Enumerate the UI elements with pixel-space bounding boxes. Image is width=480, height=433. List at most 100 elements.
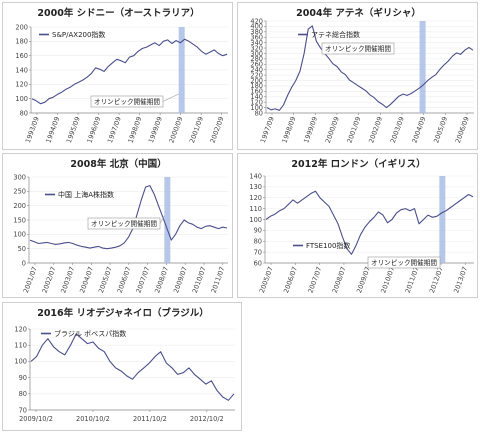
x-tick-label: 1999/09 [302,116,319,144]
y-tick-label: 110 [249,205,262,213]
y-tick-label: 80 [255,109,263,117]
legend-label: 中国 上海A株指数 [58,190,114,199]
series-line [29,185,228,250]
y-tick-label: 90 [254,227,262,235]
annotation-label: オリンピック開催期間 [371,258,437,267]
x-tick-label: 2009/07 [172,266,189,294]
legend-label: ブラジル ボベスパ指数 [54,329,126,338]
x-tick-label: 2003/07 [59,266,76,294]
x-tick-label: 1995/09 [65,116,82,144]
x-tick-label: 2011/07 [404,266,421,294]
chart-panel-athens: 2004年 アテネ（ギリシャ） 80 100 120 140 160 180 200 220 24… [237,2,478,150]
y-tick-label: 300 [13,173,26,181]
legend-label: アテネ総合指数 [311,30,360,39]
annotation-label: オリンピック開催期間 [94,97,160,106]
x-tick-label: 2005/09 [432,116,449,144]
series-line [265,190,474,255]
x-tick-label: 2010/07 [191,266,208,294]
y-tick-label: 360 [250,34,263,42]
y-tick-label: 110 [14,342,27,350]
x-tick-label: 2010/10/2 [76,415,110,423]
x-tick-label: 2011/07 [210,266,227,294]
y-tick-label: 140 [249,172,262,180]
annotation-label: オリンピック開催期間 [325,44,391,53]
y-tick-label: 70 [19,406,27,414]
series-line [266,25,474,111]
y-tick-label: 50 [18,245,26,253]
y-tick-label: 200 [13,202,26,210]
y-tick-label: 260 [250,61,263,69]
x-tick-label: 2000/09 [324,116,341,144]
x-tick-label: 2001/09 [346,116,363,144]
olympic-period-band [419,21,426,113]
chart-panel-sydney: 2000年 シドニー（オーストラリア） 80 100 120 140 160 180 200 1… [2,2,233,150]
x-tick-label: 2007/07 [306,266,323,294]
y-tick-label: 300 [250,50,263,58]
x-tick-label: 2002/07 [41,266,58,294]
y-tick-label: 380 [250,28,263,36]
x-tick-label: 2002/09 [209,116,226,144]
x-tick-label: 1994/09 [44,116,61,144]
y-tick-label: 100 [14,358,27,366]
annotation-label: オリンピック開催期間 [91,219,157,228]
y-tick-label: 280 [250,55,263,63]
y-tick-label: 320 [250,44,263,52]
x-tick-label: 2003/09 [389,116,406,144]
x-tick-label: 2006/07 [116,266,133,294]
chart-panel-london: 2012年 ロンドン（イギリス） 60 70 80 90 100 110 120 130 140 2… [237,153,478,298]
x-tick-label: 2006/07 [282,266,299,294]
y-tick-label: 100 [13,231,26,239]
x-tick-label: 2010/07 [379,266,396,294]
y-tick-label: 120 [249,194,262,202]
y-tick-label: 120 [14,325,27,333]
y-tick-label: 80 [254,238,262,246]
y-tick-label: 150 [13,216,26,224]
x-tick-label: 2008/07 [331,266,348,294]
chart-svg: 2000年 シドニー（オーストラリア）801001201401601802001… [15,7,228,144]
y-tick-label: 100 [250,104,263,112]
x-tick-label: 2009/07 [355,266,372,294]
y-tick-label: 400 [250,23,263,31]
y-tick-label: 240 [250,66,263,74]
y-tick-label: 340 [250,39,263,47]
y-tick-label: 160 [250,88,263,96]
annotation-box [321,42,395,55]
x-tick-label: 2004/07 [78,266,95,294]
annotation-box [367,256,441,269]
x-tick-label: 2007/07 [135,266,152,294]
x-tick-label: 2004/09 [411,116,428,144]
chart-svg: 2004年 アテネ（ギリシャ） 8010012014016018020022024… [250,7,474,144]
y-tick-label: 60 [254,259,262,267]
y-tick-label: 220 [250,71,263,79]
x-tick-label: 2008/07 [153,266,170,294]
chart-title: 2016年 リオデジャネイロ（ブラジル） [37,307,209,319]
chart-svg: 2016年 リオデジャネイロ（ブラジル） 70 80 90 100 110 120 2009/… [14,307,235,423]
y-tick-label: 120 [15,81,28,89]
x-tick-label: 2009/10/2 [19,415,53,423]
chart-svg: 2012年 ロンドン（イギリス） 60 70 80 90 100 110 120 130 140 2… [249,158,474,294]
x-tick-label: 2013/07 [452,266,469,294]
olympic-period-band [164,177,171,263]
y-tick-label: 130 [249,183,262,191]
series-line [30,333,235,401]
chart-panel-rio: 2016年 リオデジャネイロ（ブラジル） 70 80 90 100 110 120 2009/… [2,302,242,431]
series-line [31,38,228,105]
x-tick-label: 1997/09 [259,116,276,144]
y-tick-label: 180 [15,38,28,46]
x-tick-label: 1996/09 [85,116,102,144]
x-tick-label: 1999/09 [147,116,164,144]
x-tick-label: 2002/09 [367,116,384,144]
y-tick-label: 180 [250,82,263,90]
y-tick-label: 420 [250,17,263,25]
y-tick-label: 120 [250,98,263,106]
y-tick-label: 100 [249,216,262,224]
x-tick-label: 1998/09 [281,116,298,144]
y-tick-label: 80 [19,390,27,398]
y-tick-label: 140 [15,66,28,74]
y-tick-label: 90 [19,374,27,382]
chart-title: 2008年 北京（中国） [70,158,166,170]
y-tick-label: 0 [22,259,26,267]
chart-title: 2012年 ロンドン（イギリス） [291,158,425,170]
x-tick-label: 2005/07 [258,266,275,294]
